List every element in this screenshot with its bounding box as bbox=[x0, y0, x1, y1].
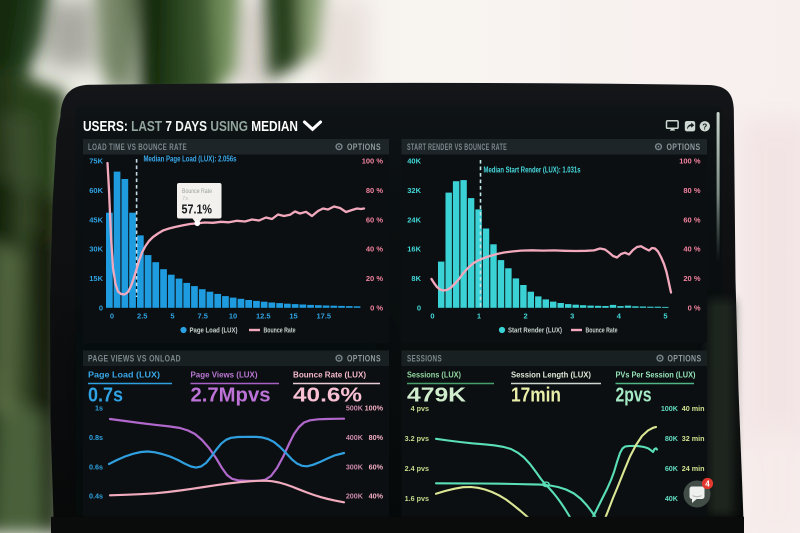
svg-text:479K: 479K bbox=[407, 385, 467, 407]
svg-text:80 %: 80 % bbox=[366, 186, 383, 195]
svg-text:40K: 40K bbox=[665, 494, 679, 503]
svg-text:?: ? bbox=[702, 122, 707, 131]
svg-text:Page Load (LUX): Page Load (LUX) bbox=[88, 370, 160, 380]
svg-text:0: 0 bbox=[417, 304, 421, 313]
svg-text:2.7Mpvs: 2.7Mpvs bbox=[191, 385, 271, 407]
svg-text:8K: 8K bbox=[411, 274, 421, 283]
svg-text:0: 0 bbox=[430, 312, 434, 321]
svg-text:OPTIONS: OPTIONS bbox=[667, 142, 701, 152]
svg-text:0: 0 bbox=[99, 304, 103, 313]
svg-text:20 %: 20 % bbox=[683, 274, 700, 283]
svg-text:PAGE VIEWS VS ONLOAD: PAGE VIEWS VS ONLOAD bbox=[88, 354, 181, 364]
svg-text:15K: 15K bbox=[89, 274, 103, 283]
svg-text:7.5: 7.5 bbox=[198, 312, 208, 321]
svg-text:2.4 pvs: 2.4 pvs bbox=[405, 464, 429, 473]
svg-text:USERS: LAST 7 DAYS USING MEDIA: USERS: LAST 7 DAYS USING MEDIAN bbox=[83, 119, 298, 135]
svg-text:0.8s: 0.8s bbox=[89, 433, 103, 442]
svg-text:32K: 32K bbox=[407, 186, 421, 195]
svg-text:0: 0 bbox=[110, 312, 114, 321]
svg-text:1: 1 bbox=[477, 312, 481, 321]
svg-text:2.5: 2.5 bbox=[137, 312, 147, 321]
svg-text:60K: 60K bbox=[665, 464, 679, 473]
svg-text:Median Page Load (LUX): 2.056s: Median Page Load (LUX): 2.056s bbox=[144, 155, 237, 164]
svg-text:40 %: 40 % bbox=[366, 245, 383, 254]
svg-text:Start Render (LUX): Start Render (LUX) bbox=[508, 326, 562, 335]
svg-text:40 %: 40 % bbox=[683, 245, 700, 254]
svg-text:Bounce Rate: Bounce Rate bbox=[182, 188, 212, 195]
svg-text:OPTIONS: OPTIONS bbox=[347, 354, 381, 364]
svg-text:3.2 pvs: 3.2 pvs bbox=[405, 434, 429, 443]
svg-text:Session Length (LUX): Session Length (LUX) bbox=[511, 370, 591, 380]
svg-text:400K: 400K bbox=[346, 433, 364, 442]
svg-text:SESSIONS: SESSIONS bbox=[407, 354, 442, 364]
svg-text:200K: 200K bbox=[346, 492, 364, 501]
svg-text:60K: 60K bbox=[89, 186, 103, 195]
svg-text:24 min: 24 min bbox=[682, 464, 705, 473]
svg-text:100 %: 100 % bbox=[362, 157, 384, 166]
svg-text:Sessions (LUX): Sessions (LUX) bbox=[407, 370, 461, 380]
svg-text:30K: 30K bbox=[89, 245, 103, 254]
svg-text:Page Load (LUX): Page Load (LUX) bbox=[190, 326, 238, 335]
svg-text:40K: 40K bbox=[407, 157, 421, 166]
svg-text:75K: 75K bbox=[89, 157, 103, 166]
svg-text:100%: 100% bbox=[365, 404, 384, 413]
svg-text:4 pvs: 4 pvs bbox=[411, 404, 429, 413]
svg-text:24K: 24K bbox=[407, 215, 421, 224]
svg-text:0.4s: 0.4s bbox=[89, 492, 103, 501]
svg-text:OPTIONS: OPTIONS bbox=[347, 142, 381, 152]
svg-text:12.5: 12.5 bbox=[256, 312, 271, 321]
svg-text:2pvs: 2pvs bbox=[616, 385, 652, 407]
svg-text:10: 10 bbox=[229, 312, 237, 321]
svg-text:60%: 60% bbox=[369, 462, 384, 471]
svg-text:Median Start Render (LUX): 1.0: Median Start Render (LUX): 1.031s bbox=[484, 166, 581, 175]
svg-text:100K: 100K bbox=[661, 404, 679, 413]
svg-text:80 %: 80 % bbox=[683, 186, 700, 195]
svg-text:80%: 80% bbox=[369, 433, 384, 442]
svg-text:4: 4 bbox=[705, 479, 710, 488]
svg-text:32 min: 32 min bbox=[682, 434, 705, 443]
svg-text:1.6 pvs: 1.6 pvs bbox=[405, 494, 429, 503]
svg-text:40 min: 40 min bbox=[682, 404, 705, 413]
svg-text:16K: 16K bbox=[407, 245, 421, 254]
svg-text:PVs Per Session (LUX): PVs Per Session (LUX) bbox=[616, 370, 696, 380]
svg-text:4: 4 bbox=[617, 312, 622, 321]
svg-text:57.1%: 57.1% bbox=[182, 203, 213, 217]
svg-text:0 %: 0 % bbox=[688, 304, 701, 313]
svg-text:15: 15 bbox=[289, 312, 297, 321]
svg-text:40%: 40% bbox=[369, 492, 384, 501]
svg-text:LOAD TIME VS BOUNCE RATE: LOAD TIME VS BOUNCE RATE bbox=[88, 142, 187, 152]
svg-text:80K: 80K bbox=[665, 434, 679, 443]
svg-text:0.7s: 0.7s bbox=[88, 385, 123, 407]
svg-text:45K: 45K bbox=[89, 215, 103, 224]
svg-text:40.6%: 40.6% bbox=[293, 385, 362, 407]
svg-text:START RENDER VS BOUNCE RATE: START RENDER VS BOUNCE RATE bbox=[407, 142, 507, 152]
svg-text:3: 3 bbox=[570, 312, 574, 321]
svg-text:17.5: 17.5 bbox=[316, 312, 331, 321]
svg-text:100 %: 100 % bbox=[679, 157, 701, 166]
svg-text:Bounce Rate (LUX): Bounce Rate (LUX) bbox=[293, 370, 366, 380]
svg-text:0 %: 0 % bbox=[370, 304, 383, 313]
svg-text:5: 5 bbox=[170, 312, 174, 321]
svg-text:Bounce Rate: Bounce Rate bbox=[264, 326, 296, 335]
svg-text:Page Views (LUX): Page Views (LUX) bbox=[191, 370, 258, 380]
svg-text:Bounce Rate: Bounce Rate bbox=[586, 326, 618, 335]
svg-text:7s: 7s bbox=[182, 196, 188, 202]
svg-text:0.6s: 0.6s bbox=[89, 462, 103, 471]
svg-text:300K: 300K bbox=[346, 462, 364, 471]
svg-text:OPTIONS: OPTIONS bbox=[668, 354, 702, 364]
svg-text:2: 2 bbox=[524, 312, 528, 321]
svg-text:1s: 1s bbox=[95, 404, 103, 413]
svg-text:20 %: 20 % bbox=[366, 274, 383, 283]
svg-text:60 %: 60 % bbox=[683, 215, 700, 224]
svg-text:60 %: 60 % bbox=[366, 215, 383, 224]
svg-text:500K: 500K bbox=[346, 404, 364, 413]
svg-text:17min: 17min bbox=[511, 385, 561, 407]
svg-text:5: 5 bbox=[663, 312, 667, 321]
